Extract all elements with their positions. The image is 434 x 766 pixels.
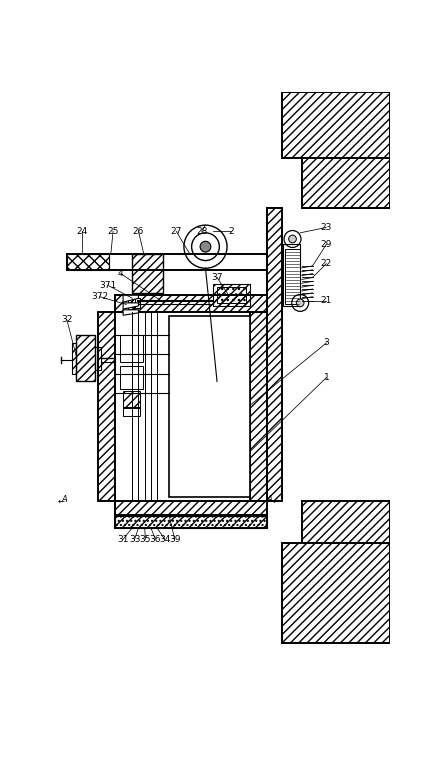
Text: 29: 29: [321, 240, 332, 249]
Bar: [132, 298, 140, 307]
Text: 32: 32: [61, 316, 72, 324]
Circle shape: [200, 241, 211, 252]
Text: 34: 34: [159, 535, 171, 544]
Bar: [123, 407, 140, 416]
Text: 35: 35: [140, 535, 151, 544]
Bar: [95, 347, 101, 370]
Bar: [283, 92, 390, 158]
Text: 26: 26: [133, 227, 144, 236]
Text: 36: 36: [150, 535, 161, 544]
Text: 33: 33: [129, 535, 140, 544]
Bar: [283, 543, 390, 643]
Text: 372: 372: [92, 293, 108, 301]
Text: 27: 27: [171, 227, 182, 236]
Bar: [213, 284, 250, 306]
Bar: [98, 312, 115, 501]
Text: 31: 31: [117, 535, 129, 544]
Bar: [120, 366, 143, 389]
Bar: [115, 312, 250, 501]
Polygon shape: [123, 295, 138, 302]
Text: 24: 24: [77, 227, 88, 236]
Bar: [115, 516, 267, 528]
Text: 22: 22: [321, 259, 332, 268]
Bar: [283, 244, 300, 306]
Bar: [123, 391, 140, 408]
Bar: [267, 208, 283, 501]
Polygon shape: [123, 309, 138, 316]
Text: 4: 4: [118, 269, 124, 278]
Bar: [285, 249, 300, 304]
Bar: [115, 516, 267, 528]
Circle shape: [289, 235, 296, 243]
Bar: [128, 296, 135, 309]
Bar: [120, 336, 143, 362]
Text: 39: 39: [169, 535, 181, 544]
Bar: [115, 295, 267, 312]
Bar: [217, 287, 247, 303]
Circle shape: [296, 299, 304, 306]
Text: 1: 1: [323, 373, 329, 382]
Bar: [169, 316, 250, 497]
Text: 3: 3: [323, 339, 329, 348]
Bar: [72, 343, 76, 374]
Text: A: A: [266, 495, 272, 504]
Bar: [115, 501, 267, 516]
Bar: [250, 312, 267, 501]
Text: 23: 23: [321, 223, 332, 232]
Text: 28: 28: [196, 227, 207, 236]
Text: →: →: [269, 497, 276, 506]
Bar: [132, 254, 163, 293]
Text: ←: ←: [58, 497, 65, 506]
Polygon shape: [123, 303, 138, 309]
Text: 25: 25: [107, 227, 119, 236]
Bar: [302, 501, 390, 543]
Bar: [67, 254, 109, 270]
Text: 37: 37: [211, 273, 223, 282]
Text: A: A: [62, 495, 67, 504]
Bar: [302, 158, 390, 208]
Bar: [76, 336, 95, 381]
Text: 21: 21: [321, 296, 332, 305]
Text: 371: 371: [99, 280, 116, 290]
Text: 2: 2: [228, 227, 233, 236]
